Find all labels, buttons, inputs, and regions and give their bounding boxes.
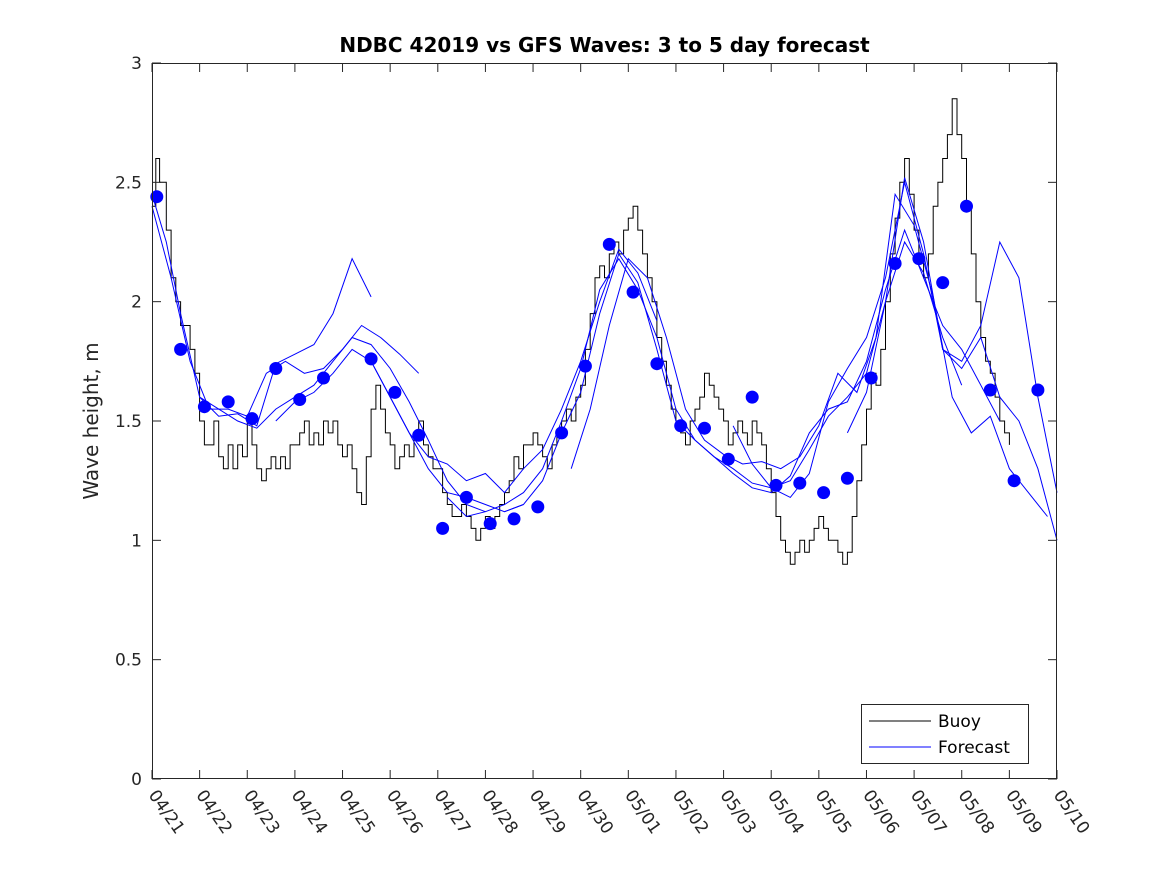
- forecast-marker-10: [388, 385, 402, 399]
- legend-label-buoy: Buoy: [938, 712, 981, 732]
- forecast-marker-21: [650, 357, 664, 371]
- forecast-marker-8: [317, 371, 330, 385]
- forecast-marker-5: [245, 412, 259, 426]
- forecast-line-9: [732, 182, 1058, 541]
- forecast-line-10: [846, 177, 1058, 493]
- forecast-marker-32: [912, 252, 926, 266]
- forecast-marker-34: [960, 199, 973, 213]
- buoy-line: [152, 98, 1010, 565]
- forecast-marker-28: [817, 486, 831, 500]
- forecast-marker-7: [293, 393, 307, 406]
- y-tick-label: 3: [131, 54, 142, 74]
- forecast-marker-19: [602, 237, 616, 251]
- forecast-line-2: [151, 206, 420, 417]
- forecast-marker-25: [745, 390, 759, 404]
- forecast-marker-3: [197, 400, 211, 414]
- data-layer: [150, 98, 1058, 565]
- legend-label-forecast: Forecast: [938, 738, 1010, 758]
- forecast-marker-13: [459, 490, 473, 504]
- forecast-marker-9: [364, 352, 378, 366]
- forecast-marker-31: [888, 257, 902, 270]
- forecast-marker-37: [1031, 383, 1045, 397]
- y-axis-title: Wave height, m: [79, 342, 103, 499]
- forecast-marker-27: [793, 476, 807, 490]
- forecast-marker-29: [840, 471, 854, 485]
- forecast-marker-24: [721, 452, 735, 466]
- y-tick-label: 1: [131, 531, 142, 551]
- legend-box: [861, 704, 1029, 764]
- forecast-marker-20: [626, 285, 640, 299]
- forecast-marker-33: [936, 276, 950, 290]
- forecast-marker-1: [150, 190, 164, 204]
- forecast-line-1: [151, 194, 372, 427]
- forecast-line-8: [570, 192, 1048, 517]
- forecast-marker-14: [483, 517, 497, 531]
- forecast-marker-16: [531, 500, 545, 514]
- forecast-marker-17: [555, 426, 569, 440]
- y-tick-label: 0.5: [115, 651, 142, 671]
- forecast-marker-15: [507, 512, 521, 526]
- forecast-marker-18: [578, 359, 592, 373]
- chart-title: NDBC 42019 vs GFS Waves: 3 to 5 day fore…: [339, 33, 870, 57]
- forecast-marker-23: [698, 421, 711, 435]
- forecast-marker-2: [174, 342, 188, 356]
- forecast-marker-36: [1007, 474, 1021, 488]
- forecast-marker-30: [864, 371, 878, 385]
- forecast-marker-26: [769, 478, 783, 492]
- forecast-marker-35: [983, 383, 997, 397]
- forecast-marker-4: [221, 395, 235, 409]
- forecast-marker-11: [412, 428, 426, 442]
- forecast-marker-6: [269, 362, 283, 375]
- y-tick-label: 1.5: [115, 412, 142, 432]
- legend: Buoy Forecast: [861, 704, 1029, 764]
- forecast-line-5: [370, 248, 658, 494]
- y-tick-label: 0: [131, 770, 142, 790]
- y-tick-label: 2.5: [115, 173, 142, 193]
- forecast-marker-12: [436, 521, 450, 535]
- plot-area: [152, 63, 1057, 779]
- forecast-marker-22: [674, 419, 688, 433]
- y-tick-label: 2: [131, 293, 142, 313]
